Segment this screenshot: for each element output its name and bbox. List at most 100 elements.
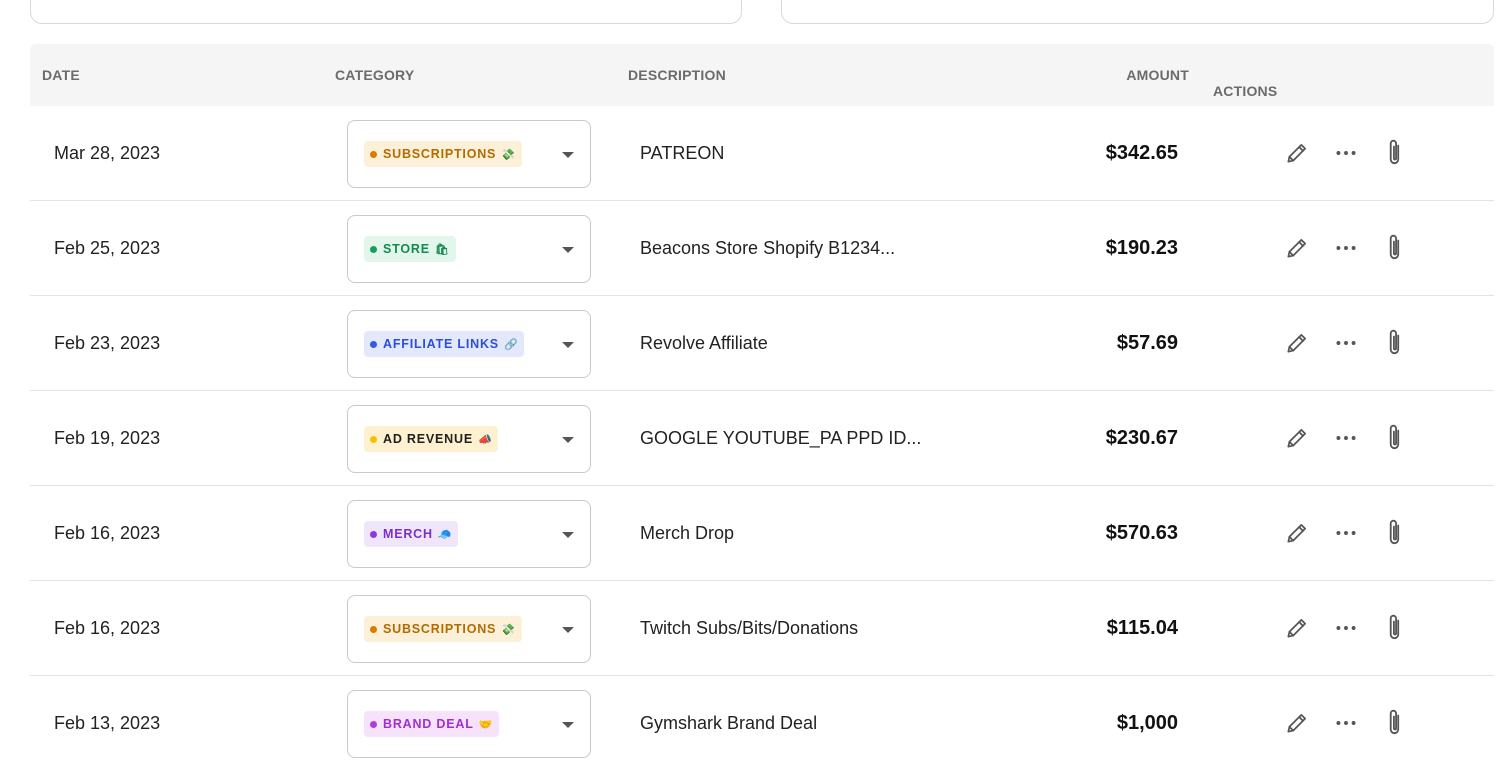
header-description[interactable]: DESCRIPTION [628,67,726,83]
category-label: SUBSCRIPTIONS [383,147,497,161]
chevron-down-icon[interactable] [562,532,574,538]
header-amount[interactable]: AMOUNT [1126,67,1189,83]
category-chip: BRAND DEAL 🤝 [364,711,500,737]
row-amount: $570.63 [1105,521,1178,544]
category-chip: SUBSCRIPTIONS 💸 [364,141,522,167]
table-row[interactable]: Feb 25, 2023 STORE 🛍 Beacons Store Shopi… [30,201,1494,296]
category-chip: SUBSCRIPTIONS 💸 [364,616,522,642]
category-select[interactable]: AD REVENUE 📣 [347,405,591,473]
category-dot [370,720,377,728]
more-button[interactable] [1329,611,1363,645]
more-horizontal-icon [1336,721,1356,725]
row-description: PATREON [640,142,725,163]
attach-button[interactable] [1378,231,1412,265]
table-row[interactable]: Feb 13, 2023 BRAND DEAL 🤝 Gymshark Brand… [30,676,1494,771]
category-dot [370,245,377,253]
category-label: AD REVENUE [383,432,473,446]
chevron-down-icon[interactable] [562,627,574,633]
category-label: SUBSCRIPTIONS [383,622,497,636]
row-description: GOOGLE YOUTUBE_PA PPD ID... [640,427,922,448]
category-emoji: 🤝 [478,717,494,731]
table-row[interactable]: Feb 23, 2023 AFFILIATE LINKS 🔗 Revolve A… [30,296,1494,391]
row-date: Feb 23, 2023 [54,332,161,353]
row-amount: $57.69 [1116,331,1178,354]
edit-button[interactable] [1280,136,1314,170]
paperclip-icon [1389,614,1400,640]
category-emoji: 🛍 [434,242,450,256]
table-header: DATE CATEGORY DESCRIPTION AMOUNT ACTIONS [30,44,1494,106]
transactions-table: DATE CATEGORY DESCRIPTION AMOUNT ACTIONS… [30,44,1494,771]
row-date: Mar 28, 2023 [54,142,161,163]
edit-button[interactable] [1280,326,1314,360]
paperclip-icon [1389,709,1400,735]
more-button[interactable] [1329,136,1363,170]
row-amount: $230.67 [1105,426,1178,449]
table-row[interactable]: Feb 16, 2023 MERCH 🧢 Merch Drop $570.63 [30,486,1494,581]
more-horizontal-icon [1336,436,1356,440]
more-button[interactable] [1329,231,1363,265]
chevron-down-icon[interactable] [562,437,574,443]
table-row[interactable]: Feb 19, 2023 AD REVENUE 📣 GOOGLE YOUTUBE… [30,391,1494,486]
header-date[interactable]: DATE [42,67,80,83]
header-category[interactable]: CATEGORY [335,67,415,83]
paperclip-icon [1389,519,1400,545]
category-emoji: 🔗 [503,337,519,351]
category-select[interactable]: STORE 🛍 [347,215,591,283]
category-dot [370,530,377,538]
more-horizontal-icon [1336,531,1356,535]
row-description: Beacons Store Shopify B1234... [640,237,896,258]
more-button[interactable] [1329,516,1363,550]
row-actions [1280,391,1427,485]
attach-button[interactable] [1378,516,1412,550]
category-select[interactable]: BRAND DEAL 🤝 [347,690,591,758]
edit-button[interactable] [1280,706,1314,740]
pencil-icon [1287,144,1306,163]
category-select[interactable]: MERCH 🧢 [347,500,591,568]
category-select[interactable]: SUBSCRIPTIONS 💸 [347,120,591,188]
category-chip: STORE 🛍 [364,236,456,262]
row-amount: $1,000 [1116,711,1178,734]
category-chip: AFFILIATE LINKS 🔗 [364,331,525,357]
row-date: Feb 13, 2023 [54,712,161,733]
category-emoji: 💸 [501,147,516,161]
pencil-icon [1287,334,1306,353]
row-actions [1280,486,1427,580]
chevron-down-icon[interactable] [562,722,574,728]
category-select[interactable]: AFFILIATE LINKS 🔗 [347,310,591,378]
edit-button[interactable] [1280,611,1314,645]
table-body: Mar 28, 2023 SUBSCRIPTIONS 💸 PATREON $34… [30,106,1494,771]
edit-button[interactable] [1280,231,1314,265]
row-actions [1280,676,1427,770]
table-row[interactable]: Mar 28, 2023 SUBSCRIPTIONS 💸 PATREON $34… [30,106,1494,201]
category-dot [370,340,377,348]
row-description: Gymshark Brand Deal [640,712,818,733]
attach-button[interactable] [1378,326,1412,360]
attach-button[interactable] [1378,706,1412,740]
attach-button[interactable] [1378,136,1412,170]
chevron-down-icon[interactable] [562,152,574,158]
edit-button[interactable] [1280,516,1314,550]
top-card-left [30,0,742,24]
category-dot [370,625,377,633]
category-dot [370,150,377,158]
table-row[interactable]: Feb 16, 2023 SUBSCRIPTIONS 💸 Twitch Subs… [30,581,1494,676]
more-button[interactable] [1329,706,1363,740]
pencil-icon [1287,524,1306,543]
category-emoji: 📣 [477,432,493,446]
attach-button[interactable] [1378,611,1412,645]
attach-button[interactable] [1378,421,1412,455]
edit-button[interactable] [1280,421,1314,455]
more-button[interactable] [1329,326,1363,360]
more-horizontal-icon [1336,341,1356,345]
chevron-down-icon[interactable] [562,247,574,253]
category-select[interactable]: SUBSCRIPTIONS 💸 [347,595,591,663]
row-description: Twitch Subs/Bits/Donations [640,617,859,638]
row-actions [1280,296,1427,390]
header-actions: ACTIONS [1213,83,1278,99]
more-button[interactable] [1329,421,1363,455]
category-chip: AD REVENUE 📣 [364,426,499,452]
chevron-down-icon[interactable] [562,342,574,348]
row-actions [1280,201,1427,295]
category-label: AFFILIATE LINKS [383,337,499,351]
more-horizontal-icon [1336,151,1356,155]
